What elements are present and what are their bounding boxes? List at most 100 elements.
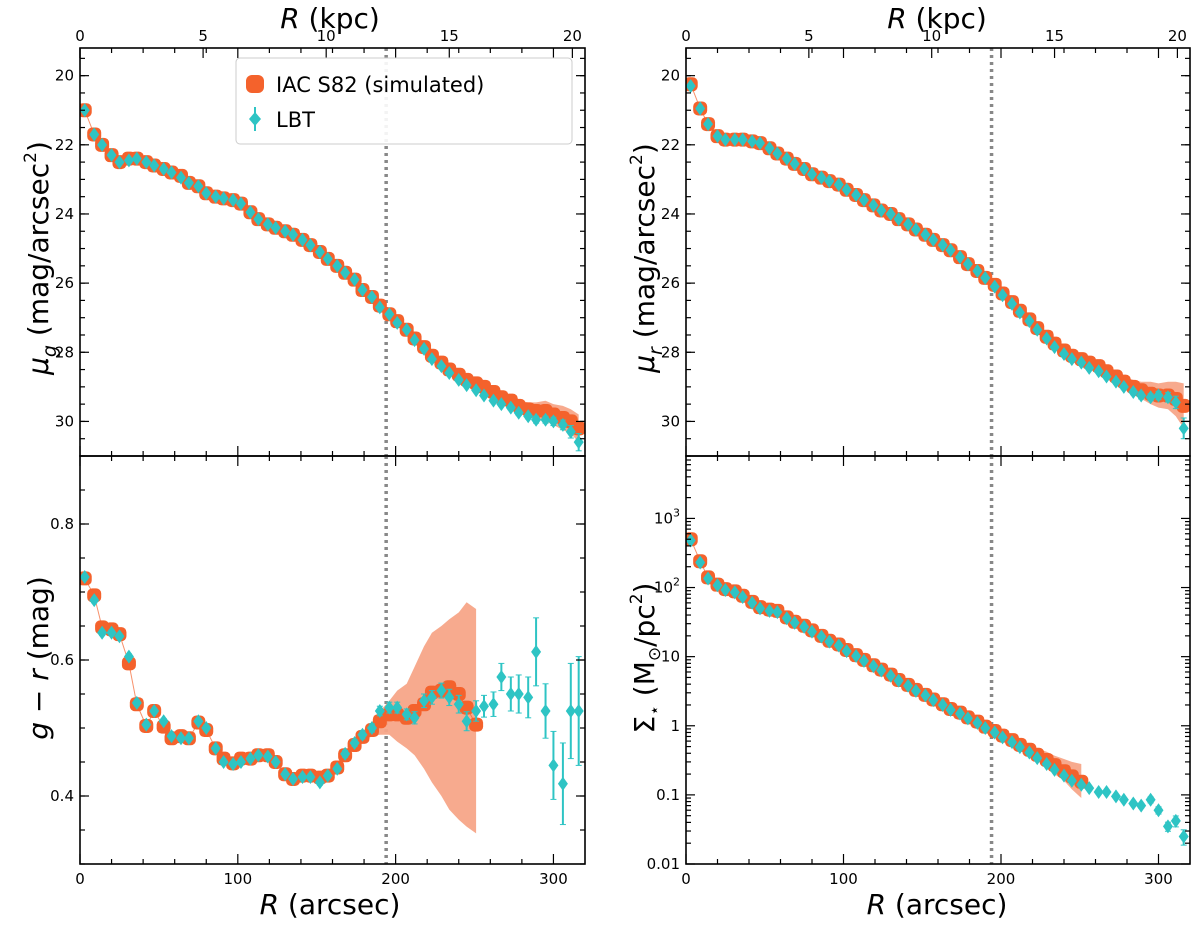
lbt-point [920, 688, 931, 703]
lbt-point [764, 603, 775, 618]
legend-lbt-label: LBT [276, 108, 315, 132]
lbt-point [280, 224, 291, 239]
lbt-point [253, 212, 264, 227]
lbt-point [789, 615, 800, 630]
lbt-point [1041, 331, 1052, 346]
lbt-point [712, 129, 723, 144]
lbt-point [557, 417, 568, 432]
lbt-point [183, 731, 194, 746]
lbt-point [755, 136, 766, 151]
lbt-point [531, 412, 542, 427]
lbt-point [720, 132, 731, 147]
x2-tick-label: 5 [804, 27, 814, 45]
lbt-point [131, 695, 142, 710]
lbt-point [401, 707, 412, 722]
lbt-point [755, 601, 766, 616]
lbt-point [392, 315, 403, 330]
lbt-point [876, 203, 887, 218]
lbt-point [436, 359, 447, 374]
lbt-point [314, 245, 325, 259]
panel-frame [685, 47, 1191, 457]
lbt-point [1128, 385, 1139, 400]
lbt-point [868, 659, 879, 674]
lbt-point [123, 649, 134, 664]
lbt-point [833, 638, 844, 653]
plot-area [80, 456, 584, 864]
lbt-point [166, 729, 177, 744]
lbt-point [305, 769, 316, 784]
lbt-point [997, 730, 1008, 745]
lbt-point [453, 697, 464, 712]
lbt-point [374, 300, 385, 315]
lbt-point [1076, 777, 1087, 792]
lbt-point [314, 775, 325, 790]
lbt-point [851, 649, 862, 664]
lbt-point [201, 186, 212, 201]
lbt-point [686, 79, 696, 94]
lbt-point [972, 715, 983, 730]
lbt-point [228, 193, 239, 208]
panel-top-right: 20 22 24 26 28 30 0 5 10 15 20 [661, 27, 1191, 457]
lbt-point [937, 238, 948, 253]
lbt-point [799, 162, 810, 177]
lbt-point [245, 205, 256, 220]
lbt-point [1118, 379, 1129, 394]
lbt-point [1136, 388, 1147, 403]
lbt-point [893, 212, 904, 227]
y-tick-label: 30 [55, 412, 74, 430]
lbt-point [419, 693, 430, 708]
lbt-point [288, 227, 299, 242]
x-tick-label: 300 [539, 870, 568, 888]
lbt-point [89, 127, 100, 142]
lbt-point [816, 170, 827, 185]
lbt-point [807, 624, 817, 639]
lbt-point [824, 634, 835, 649]
lbt-point [479, 699, 489, 714]
ylabel-sigma-star: Σ⋆ (M⊙/pc2) [627, 583, 665, 734]
lbt-point [114, 155, 125, 170]
lbt-point [1136, 798, 1147, 813]
lbt-point [131, 151, 142, 166]
y-tick-label: 26 [55, 274, 74, 292]
lbt-point [228, 757, 239, 772]
legend-iac-marker [246, 75, 264, 93]
lbt-point [1007, 296, 1018, 311]
lbt-point [712, 578, 723, 593]
lbt-point [1024, 745, 1035, 760]
lbt-point [747, 595, 758, 610]
lbt-point [340, 746, 351, 761]
lbt-point [824, 174, 835, 189]
y-tick-label: 28 [55, 343, 74, 361]
lbt-point [384, 307, 395, 322]
lbt-point [183, 175, 194, 190]
lbt-point [384, 700, 395, 715]
lbt-point [885, 668, 896, 683]
lbt-point [1162, 390, 1173, 405]
lbt-point [962, 257, 973, 272]
lbt-point [322, 768, 333, 783]
lbt-point [366, 289, 377, 304]
lbt-point [816, 629, 827, 644]
lbt-point [332, 258, 343, 273]
lbt-point [280, 767, 291, 782]
lbt-point [461, 378, 472, 393]
y-tick-label: 24 [55, 205, 74, 223]
lbt-point [565, 424, 576, 439]
lbt-point [989, 725, 1000, 740]
lbt-point [392, 700, 403, 715]
lbt-point [928, 693, 939, 708]
lbt-point [1153, 388, 1164, 403]
lbt-point [409, 710, 420, 725]
lbt-point [841, 644, 852, 659]
lbt-point [695, 555, 706, 570]
x-tick-label: 0 [75, 870, 85, 888]
y-tick-label: 0.8 [50, 515, 74, 533]
panel-bottom-left: 0.4 0.6 0.8 0 100 200 300 [50, 455, 586, 888]
lbt-point [349, 272, 360, 287]
lbt-point [106, 148, 117, 163]
lbt-point [945, 243, 956, 258]
lbt-point [937, 697, 948, 712]
lbt-point [80, 570, 90, 585]
lbt-point [505, 687, 516, 701]
lbt-point [201, 721, 212, 735]
